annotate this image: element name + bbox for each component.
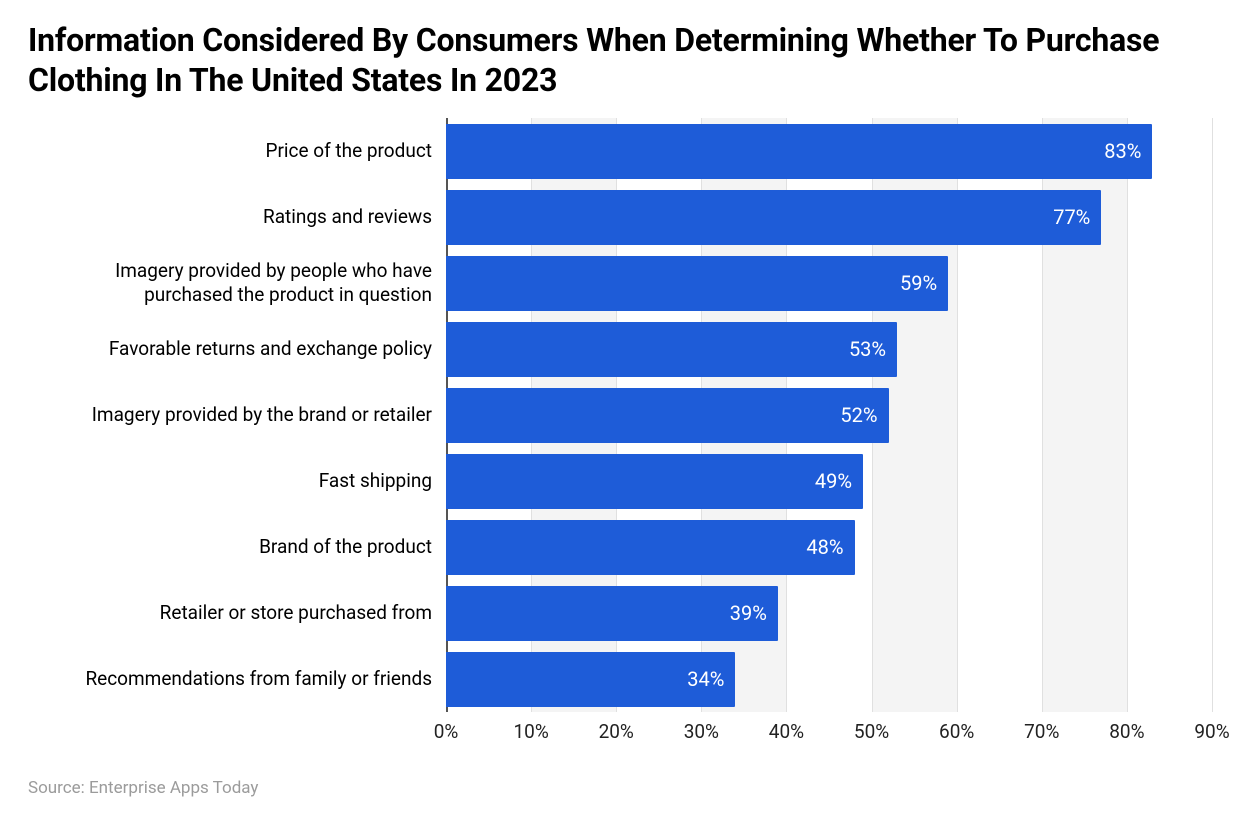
bar-cell: 34% bbox=[446, 646, 1212, 712]
chart-title: Information Considered By Consumers When… bbox=[28, 20, 1212, 100]
bar: 52% bbox=[446, 388, 889, 443]
bar-cell: 59% bbox=[446, 250, 1212, 316]
bar-value-label: 49% bbox=[815, 469, 852, 493]
bar: 59% bbox=[446, 256, 948, 311]
bar: 48% bbox=[446, 520, 855, 575]
bar: 77% bbox=[446, 190, 1101, 245]
x-tick-label: 30% bbox=[684, 720, 719, 743]
bar: 83% bbox=[446, 124, 1152, 179]
source-label: Source: Enterprise Apps Today bbox=[28, 778, 258, 798]
x-tick-label: 90% bbox=[1194, 720, 1229, 743]
bar: 53% bbox=[446, 322, 897, 377]
bar-value-label: 59% bbox=[900, 271, 937, 295]
bar-cell: 49% bbox=[446, 448, 1212, 514]
x-tick-label: 50% bbox=[854, 720, 889, 743]
x-axis: 0%10%20%30%40%50%60%70%80%90% bbox=[446, 712, 1212, 748]
bar-value-label: 77% bbox=[1053, 205, 1090, 229]
x-tick-label: 80% bbox=[1109, 720, 1144, 743]
bar-cell: 52% bbox=[446, 382, 1212, 448]
x-tick-label: 0% bbox=[434, 720, 459, 743]
chart-rows: Price of the product83%Ratings and revie… bbox=[28, 118, 1212, 712]
bar: 34% bbox=[446, 652, 735, 707]
bar-chart: Price of the product83%Ratings and revie… bbox=[28, 118, 1212, 748]
bar-value-label: 52% bbox=[840, 403, 877, 427]
x-tick-label: 10% bbox=[513, 720, 548, 743]
bar-cell: 83% bbox=[446, 118, 1212, 184]
bar-cell: 39% bbox=[446, 580, 1212, 646]
bar-value-label: 53% bbox=[849, 337, 886, 361]
x-tick-label: 70% bbox=[1024, 720, 1059, 743]
bar-cell: 77% bbox=[446, 184, 1212, 250]
grid-line bbox=[1212, 118, 1213, 712]
bar-value-label: 83% bbox=[1104, 139, 1141, 163]
bar-value-label: 39% bbox=[730, 601, 767, 625]
bar-cell: 53% bbox=[446, 316, 1212, 382]
bar: 49% bbox=[446, 454, 863, 509]
chart-body: Price of the product83%Ratings and revie… bbox=[28, 118, 1212, 712]
page: Information Considered By Consumers When… bbox=[0, 0, 1240, 816]
x-tick-label: 20% bbox=[599, 720, 634, 743]
bar-value-label: 48% bbox=[806, 535, 843, 559]
bar-cell: 48% bbox=[446, 514, 1212, 580]
bar-value-label: 34% bbox=[687, 667, 724, 691]
x-tick-label: 60% bbox=[939, 720, 974, 743]
bar: 39% bbox=[446, 586, 778, 641]
x-tick-label: 40% bbox=[769, 720, 804, 743]
